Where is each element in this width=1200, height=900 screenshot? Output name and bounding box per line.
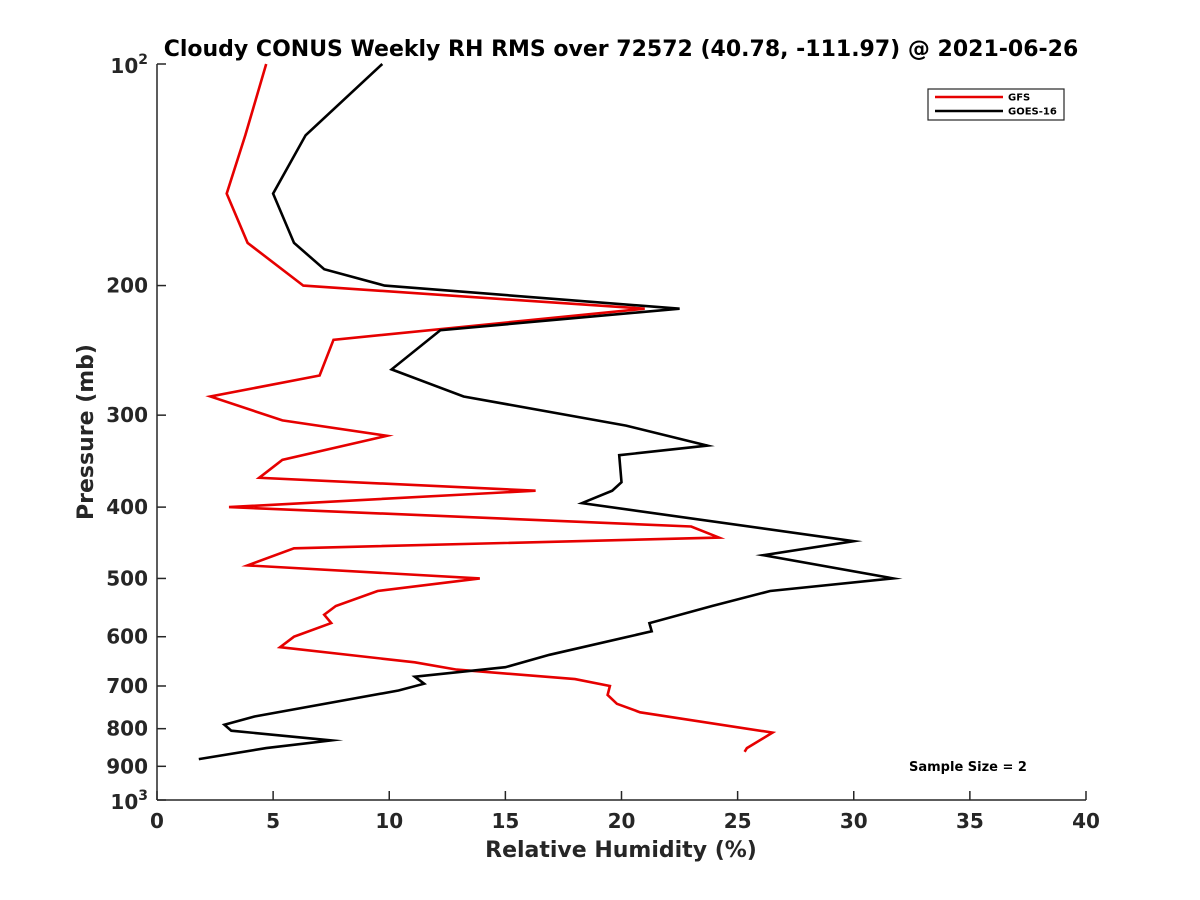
x-tick-label: 25 [724,809,752,833]
x-tick-label: 15 [491,809,519,833]
y-tick-label: 103 [110,788,148,814]
legend-label-goes-16: GOES-16 [1008,107,1057,118]
x-tick-label: 5 [266,809,280,833]
x-tick-label: 30 [840,809,868,833]
series-line-goes-16 [198,63,903,761]
y-axis-label: Pressure (mb) [74,344,99,520]
y-tick-label: 900 [106,754,148,778]
y-tick-label: 800 [106,717,148,741]
legend: GFS GOES-16 [927,88,1065,121]
legend-box [927,88,1065,121]
y-tick-label: 700 [106,674,148,698]
y-tick-label: 500 [106,566,148,590]
series-line-gfs [205,63,777,753]
x-tick-label: 0 [150,809,164,833]
y-tick-label: 102 [110,52,148,78]
chart-title: Cloudy CONUS Weekly RH RMS over 72572 (4… [164,37,1079,62]
y-tick-label-exponent: 2 [138,52,148,68]
legend-label-gfs: GFS [1008,93,1030,104]
x-ticks: 0 5 10 15 20 25 30 35 40 [150,791,1100,833]
x-tick-label: 35 [956,809,984,833]
y-tick-label: 200 [106,274,148,298]
x-tick-label: 20 [608,809,636,833]
y-tick-label-exponent: 3 [138,788,148,804]
x-tick-label: 10 [375,809,403,833]
x-axis-label: Relative Humidity (%) [485,838,757,863]
x-tick-label: 40 [1072,809,1100,833]
y-tick-label-base: 10 [110,790,138,814]
series-layer [198,63,903,761]
y-tick-label: 600 [106,625,148,649]
y-tick-label: 300 [106,403,148,427]
y-tick-label-base: 10 [110,54,138,78]
sample-size-annotation: Sample Size = 2 [909,760,1027,775]
y-tick-label: 400 [106,495,148,519]
